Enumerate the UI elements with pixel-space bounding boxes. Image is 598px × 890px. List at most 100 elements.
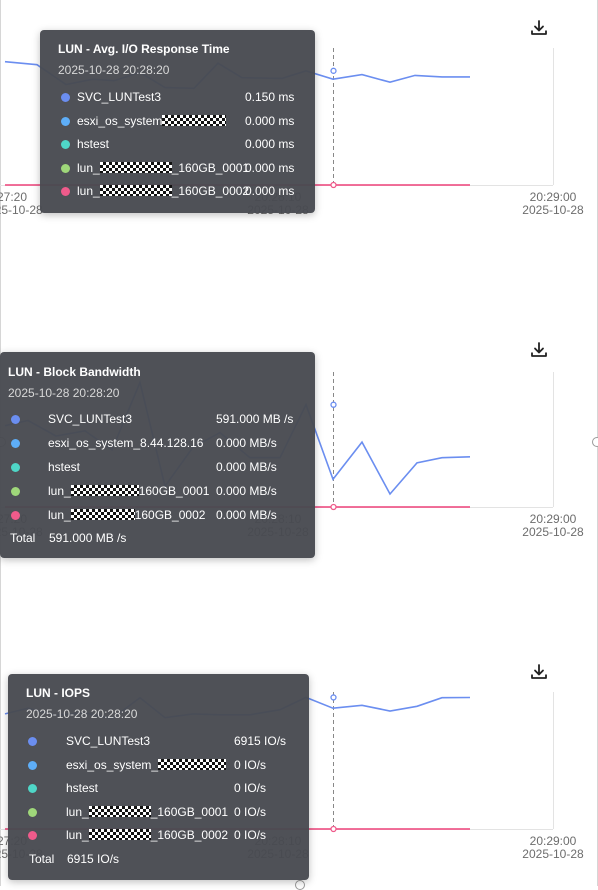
tooltip-series-name: lun_ _160GB_0002	[66, 828, 228, 842]
series-color-dot	[28, 807, 37, 817]
series-name-text: lun_	[77, 160, 100, 175]
tooltip-series-name: lun_ _160GB_0002	[77, 184, 249, 198]
download-button[interactable]	[529, 18, 549, 38]
tooltip-timestamp: 2025-10-28 20:28:20	[58, 63, 170, 77]
download-button[interactable]	[529, 340, 549, 360]
redacted-mask	[88, 829, 151, 840]
series-color-dot	[61, 93, 70, 102]
series-point-svc-luntest3	[330, 694, 337, 701]
tooltip-series-name: lun_ _160GB_0001	[77, 161, 249, 175]
redacted-mask	[158, 758, 227, 770]
series-name-text: lun_	[66, 804, 89, 819]
x-axis-tick-label: 27:202025-10-28	[0, 191, 47, 217]
x-tick-date: 2025-10-28	[0, 203, 43, 217]
tooltip-title: LUN - Avg. I/O Response Time	[58, 42, 230, 56]
tooltip-series-name: lun_ _160GB_0001	[66, 805, 228, 819]
tooltip-series-value: 0.000 ms	[245, 137, 295, 151]
series-name-suffix: 160GB_0001	[138, 484, 210, 498]
tooltip-series-name: esxi_os_system_8.44.128.16	[48, 436, 203, 450]
tooltip-series-name: lun_ 160GB_0001	[48, 484, 209, 498]
tooltip-series-value: 0.000 ms	[245, 160, 295, 175]
series-point-lun-0002	[330, 181, 337, 189]
tooltip-series-name: SVC_LUNTest3	[66, 734, 150, 748]
tooltip-series-row: lun_ _160GB_0002 0.000 ms	[40, 184, 315, 200]
series-color-dot	[28, 760, 37, 770]
tooltip-series-row: SVC_LUNTest3 0.150 ms	[40, 90, 315, 106]
series-color-dot	[11, 511, 20, 520]
series-name-text: hstest	[48, 460, 81, 474]
chart-panel-resp: 27:202025-10-2820:28:102025-10-2820:29:0…	[0, 0, 598, 230]
series-color-dot	[11, 463, 20, 472]
series-name-suffix: _160GB_0002	[171, 184, 250, 198]
redacted-mask	[70, 509, 135, 520]
tooltip-series-name: hstest	[77, 137, 109, 151]
tooltip-total-value: 6915 IO/s	[67, 852, 120, 866]
tooltip-series-value: 6915 IO/s	[234, 734, 287, 748]
tooltip-series-row: lun_ _160GB_0001 0.000 ms	[40, 161, 315, 177]
tooltip-series-value: 0 IO/s	[234, 804, 267, 819]
x-tick-time: 20:29:00	[529, 190, 577, 204]
tooltip-total-value: 591.000 MB /s	[49, 531, 127, 545]
tooltip-series-value: 0.000 MB/s	[216, 436, 277, 450]
tooltip-series-value: 0.000 MB/s	[216, 460, 277, 474]
tooltip-timestamp: 2025-10-28 20:28:20	[8, 386, 120, 400]
series-name-text: lun_	[77, 184, 100, 198]
redacted-mask	[99, 161, 172, 173]
series-name-text: SVC_LUNTest3	[77, 90, 162, 104]
series-name-text: esxi_os_system_8.44.128.16	[48, 436, 204, 450]
series-name-text: hstest	[66, 781, 99, 795]
tooltip-series-row: hstest 0.000 ms	[40, 137, 315, 153]
redacted-mask	[88, 805, 151, 817]
tooltip-series-row: esxi_os_system_8.44.128.16 0.000 MB/s	[0, 436, 315, 452]
series-name-text: SVC_LUNTest3	[48, 412, 133, 426]
redacted-mask	[70, 485, 139, 496]
tooltip-series-name: esxi_os_system	[77, 113, 227, 128]
series-name-suffix: _160GB_0001	[171, 160, 250, 175]
download-icon	[531, 342, 547, 357]
series-color-dot	[28, 737, 37, 746]
tooltip-series-row: lun_ 160GB_0002 0.000 MB/s	[0, 508, 315, 524]
drag-handle[interactable]	[295, 880, 305, 890]
download-button[interactable]	[529, 662, 549, 682]
tooltip-series-row: lun_ 160GB_0001 0.000 MB/s	[0, 484, 315, 500]
tooltip-series-row: hstest 0 IO/s	[8, 781, 309, 797]
series-name-suffix: _160GB_0002	[150, 828, 229, 842]
series-name-suffix: 160GB_0002	[134, 508, 206, 522]
tooltip-series-row: lun_ _160GB_0001 0 IO/s	[8, 805, 309, 821]
tooltip-series-name: SVC_LUNTest3	[48, 412, 132, 426]
series-color-dot	[61, 140, 70, 149]
series-name-text: esxi_os_system_	[66, 757, 159, 772]
series-point-lun-0002	[330, 503, 337, 511]
tooltip-series-row: esxi_os_system_ 0 IO/s	[8, 758, 309, 774]
tooltip-total-label: Total	[29, 852, 55, 866]
series-name-text: esxi_os_system	[77, 113, 163, 128]
redacted-mask	[162, 114, 227, 126]
tooltip-series-row: SVC_LUNTest3 591.000 MB /s	[0, 412, 315, 428]
tooltip-series-name: hstest	[48, 460, 80, 474]
series-name-text: hstest	[77, 137, 110, 151]
series-point-svc-luntest3	[330, 401, 337, 408]
drag-handle[interactable]	[592, 437, 598, 447]
series-name-suffix: _160GB_0001	[150, 804, 229, 819]
series-name-text: SVC_LUNTest3	[66, 734, 151, 748]
tooltip-series-value: 0.150 ms	[245, 90, 295, 104]
series-point-svc-luntest3	[330, 67, 337, 74]
tooltip-series-name: lun_ 160GB_0002	[48, 508, 205, 522]
tooltip-title: LUN - Block Bandwidth	[8, 365, 141, 379]
series-color-dot	[11, 487, 20, 496]
tooltip-series-name: SVC_LUNTest3	[77, 90, 161, 104]
series-color-dot	[61, 116, 70, 126]
tooltip-series-row: lun_ _160GB_0002 0 IO/s	[8, 828, 309, 844]
tooltip-series-row: hstest 0.000 MB/s	[0, 460, 315, 476]
x-tick-time: 20:29:00	[529, 834, 577, 848]
series-name-text: lun_	[48, 508, 71, 522]
x-tick-date: 2025-10-28	[522, 525, 584, 539]
chart-tooltip: LUN - IOPS 2025-10-28 20:28:20 SVC_LUNTest…	[8, 674, 309, 880]
tooltip-series-value: 0 IO/s	[234, 781, 267, 795]
x-tick-date: 2025-10-28	[522, 847, 584, 861]
x-axis-tick-label: 20:29:00 2025-10-28	[518, 835, 588, 861]
series-name-text: lun_	[48, 484, 71, 498]
tooltip-series-value: 0 IO/s	[234, 828, 267, 842]
x-axis-tick-label: 20:29:00 2025-10-28	[518, 191, 588, 217]
x-tick-date: 2025-10-28	[522, 203, 584, 217]
